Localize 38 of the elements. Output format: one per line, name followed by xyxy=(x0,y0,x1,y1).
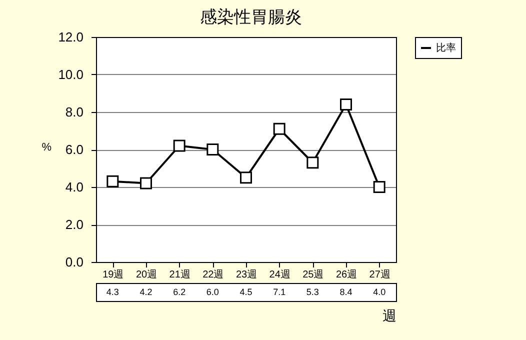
point xyxy=(206,144,219,156)
point xyxy=(373,181,386,193)
text: 6.0 xyxy=(206,287,219,297)
point xyxy=(106,175,119,188)
text: 4.5 xyxy=(240,287,252,297)
point xyxy=(140,177,152,190)
y-tick-label: 6.0 xyxy=(65,142,84,157)
x-tick-label: 22週 xyxy=(202,270,224,280)
y-axis-title: % xyxy=(42,142,52,154)
y-tick-label: 10.0 xyxy=(58,67,84,82)
text: 8.4 xyxy=(340,287,352,297)
y-tick-label: 0.0 xyxy=(65,254,84,270)
text: 5.3 xyxy=(306,287,319,297)
text: 4.2 xyxy=(140,287,152,297)
legend-label: 比率 xyxy=(436,42,456,54)
text: 4.3 xyxy=(106,287,119,297)
x-tick-label: 24週 xyxy=(269,270,290,280)
chart-title: 感染性胃腸炎 xyxy=(200,8,302,26)
point xyxy=(240,172,252,184)
x-axis-title: 週 xyxy=(382,308,396,324)
x-tick-label: 21週 xyxy=(169,270,190,280)
text: 6.2 xyxy=(173,287,186,297)
text: 7.1 xyxy=(273,287,286,297)
y-tick-label: 8.0 xyxy=(65,104,84,120)
x-tick-label: 20週 xyxy=(136,270,158,280)
point xyxy=(306,156,319,169)
x-tick-label: 19週 xyxy=(102,270,124,280)
text: 4.0 xyxy=(373,287,386,297)
y-tick-label: 2.0 xyxy=(65,217,84,232)
x-tick-label: 25週 xyxy=(302,270,324,280)
x-tick-label: 27週 xyxy=(369,270,390,280)
x-tick-label: 26週 xyxy=(336,270,358,280)
y-tick-label: 4.0 xyxy=(65,180,84,194)
point xyxy=(173,140,186,152)
y-tick-label: 12.0 xyxy=(58,30,84,44)
point xyxy=(340,98,352,110)
point xyxy=(273,122,286,135)
x-tick-label: 23週 xyxy=(236,270,258,280)
